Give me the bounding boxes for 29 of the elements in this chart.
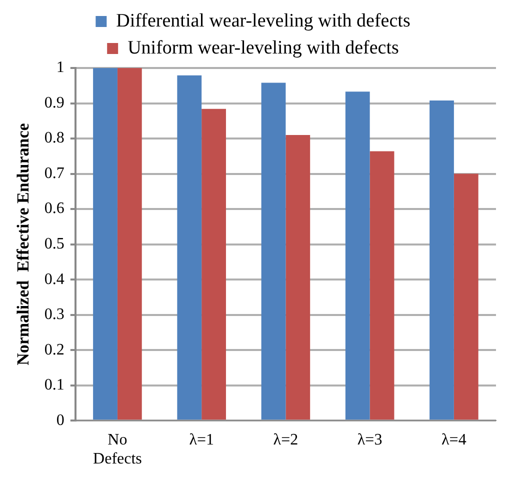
y-tick-label: 0.9 [44, 94, 64, 112]
bar [202, 108, 226, 420]
y-axis-title: Normalized Effective Endurance [14, 122, 33, 366]
x-tick-label: λ=3 [357, 431, 382, 448]
y-tick-label: 0.1 [44, 376, 64, 394]
bar [370, 151, 394, 420]
y-tick-label: 0.2 [44, 341, 64, 358]
y-tick-label: 0.3 [44, 306, 64, 324]
x-tick-label: λ=1 [189, 431, 214, 448]
y-tick-label: 1 [56, 59, 64, 76]
y-tick-label: 0.4 [44, 270, 64, 288]
bar [261, 82, 286, 420]
y-tick-label: 0.6 [44, 200, 64, 218]
x-tick-label: λ=4 [442, 431, 466, 448]
bar [430, 100, 454, 420]
x-tick-label: No Defects [93, 431, 142, 468]
y-tick-label: 0.5 [44, 236, 64, 253]
y-tick-label: 0 [56, 412, 64, 429]
y-tick-label: 0.7 [44, 164, 64, 182]
bar [117, 68, 142, 420]
y-tick-label: 0.8 [44, 130, 64, 147]
bar [177, 75, 202, 420]
bar [345, 92, 370, 420]
bar [93, 68, 118, 420]
legend-label: Uniform wear-leveling with defects [128, 37, 399, 58]
bar [286, 134, 310, 420]
legend-label: Differential wear-leveling with defects [116, 10, 410, 32]
bar [454, 174, 478, 420]
x-tick-label: λ=2 [273, 431, 298, 448]
